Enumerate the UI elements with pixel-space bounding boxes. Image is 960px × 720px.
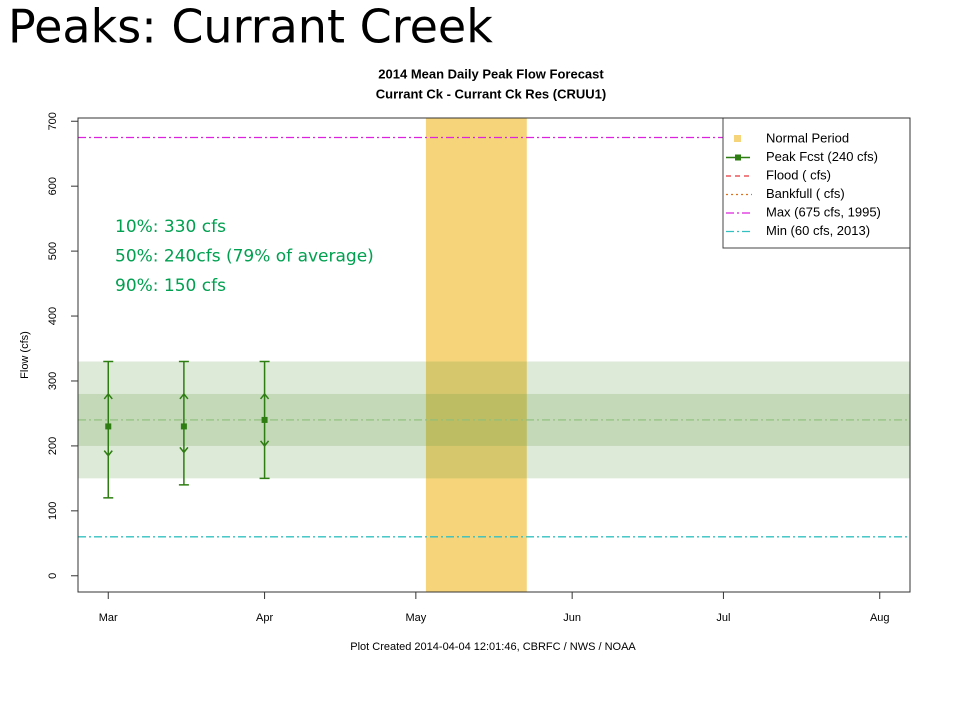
- quartile-arrow: [259, 392, 270, 400]
- y-tick-label: 400: [47, 307, 59, 325]
- legend-label: Normal Period: [766, 130, 849, 145]
- legend-label: Min (60 cfs, 2013): [766, 223, 870, 238]
- legend-box: [722, 117, 911, 249]
- annotation: 10%: 330 cfs: [115, 217, 226, 237]
- legend-label: Flood ( cfs): [766, 167, 831, 182]
- legend-label: Peak Fcst (240 cfs): [766, 149, 878, 164]
- x-tick-label: Aug: [870, 612, 890, 624]
- x-tick-label: Jun: [563, 612, 581, 624]
- chart-subtitle: Currant Ck - Currant Ck Res (CRUU1): [376, 86, 606, 101]
- y-tick-label: 600: [47, 177, 59, 195]
- quartile-arrow: [103, 392, 113, 400]
- y-axis-label: Flow (cfs): [19, 331, 31, 379]
- y-tick-label: 0: [47, 573, 59, 579]
- quartile-arrow: [179, 446, 189, 454]
- x-tick-label: May: [405, 612, 426, 624]
- y-tick-label: 500: [47, 242, 59, 260]
- legend-label: Bankfull ( cfs): [766, 186, 845, 201]
- footer: Plot Created 2014-04-04 12:01:46, CBRFC …: [350, 641, 636, 653]
- x-tick-label: Apr: [256, 612, 273, 624]
- y-tick-label: 100: [47, 502, 59, 520]
- forecast-point: [180, 423, 187, 430]
- annotation: 50%: 240cfs (79% of average): [115, 247, 374, 267]
- quartile-arrow: [179, 392, 189, 400]
- quartile-arrow: [259, 440, 270, 448]
- plot-frame: [77, 117, 911, 593]
- x-tick-label: Mar: [99, 612, 118, 624]
- x-tick-label: Jul: [716, 612, 730, 624]
- forecast-point: [261, 416, 268, 423]
- y-tick-label: 700: [47, 112, 59, 130]
- annotation: 90%: 150 cfs: [115, 276, 226, 296]
- legend-swatch: [735, 154, 741, 161]
- legend-label: Max (675 cfs, 1995): [766, 204, 881, 219]
- y-tick-label: 200: [47, 437, 59, 455]
- chart-title: 2014 Mean Daily Peak Flow Forecast: [378, 66, 604, 81]
- forecast-point: [105, 423, 112, 430]
- legend-swatch: [734, 135, 741, 142]
- normal-period: [425, 118, 527, 592]
- y-tick-label: 300: [47, 372, 59, 390]
- quartile-arrow: [103, 450, 113, 457]
- slide-title: Peaks: Currant Creek: [8, 0, 493, 54]
